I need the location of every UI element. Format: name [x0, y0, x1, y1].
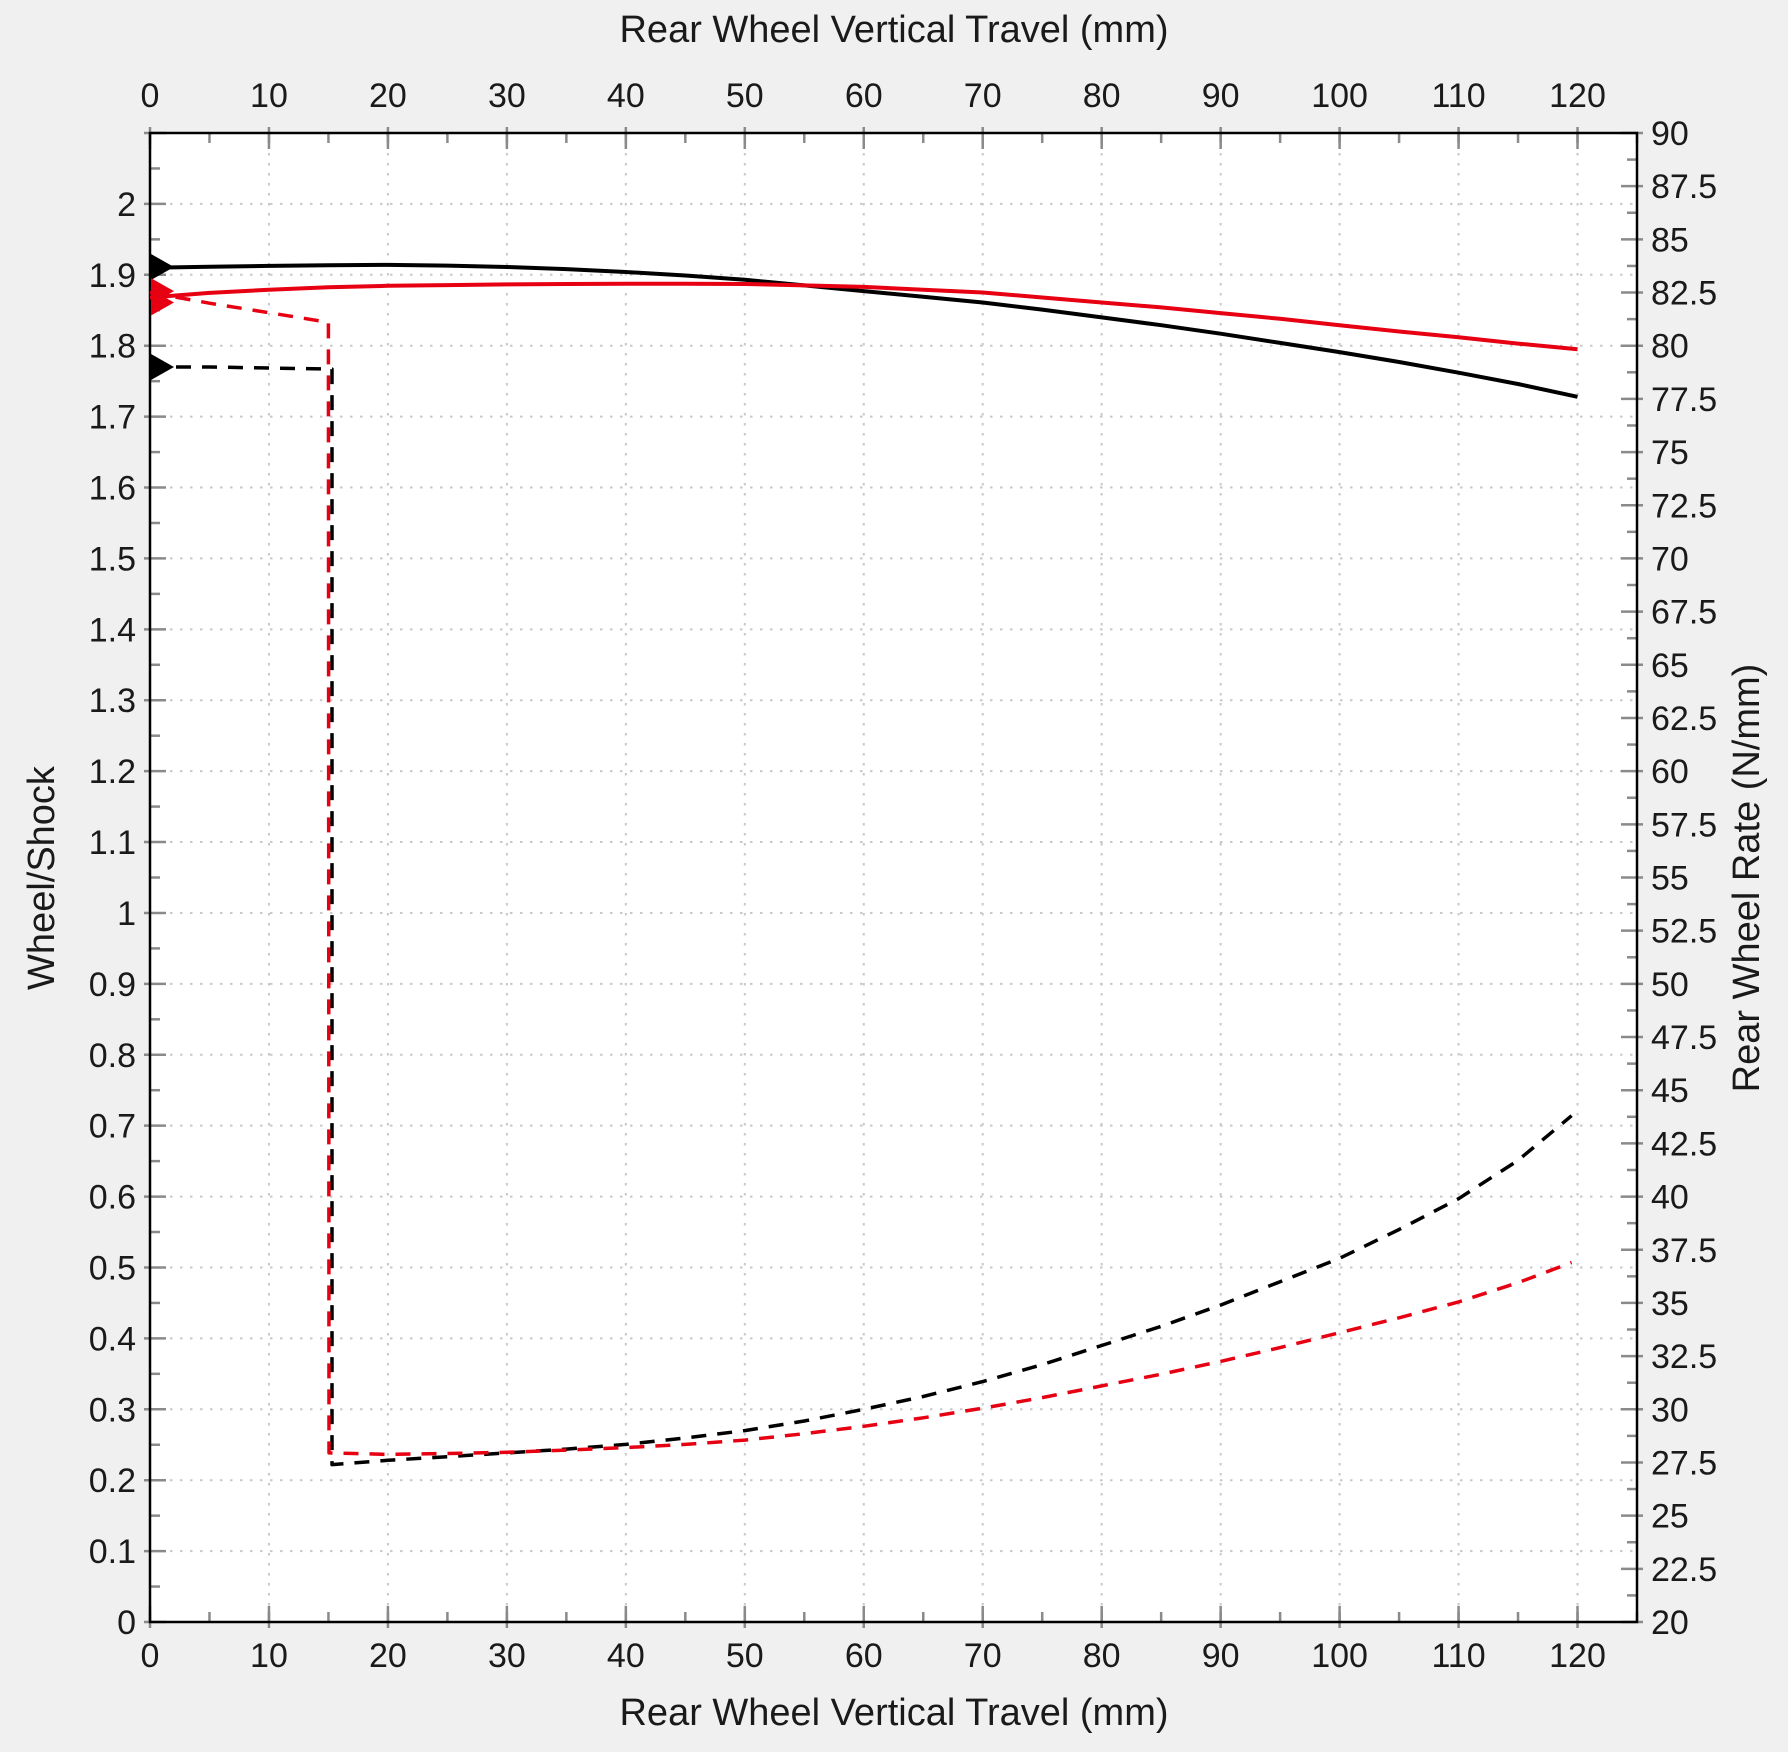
right-y-tick-label: 35: [1651, 1285, 1689, 1323]
series-wheel-shock-ratio-black: [149, 262, 1578, 399]
left-y-tick-label: 1.4: [89, 611, 136, 649]
left-y-tick-label: 1.2: [89, 753, 136, 791]
right-y-tick-label: 40: [1651, 1179, 1689, 1217]
bottom-x-tick-label: 50: [726, 1637, 764, 1675]
bottom-x-tick-label: 30: [488, 1637, 526, 1675]
left-y-tick-label: 0.5: [89, 1249, 136, 1287]
right-y-tick-label: 50: [1651, 966, 1689, 1004]
left-y-tick-label: 0.3: [89, 1391, 136, 1429]
left-y-tick-label: 2: [117, 186, 136, 224]
top-x-tick-label: 20: [369, 77, 407, 115]
right-y-tick-label: 22.5: [1651, 1551, 1717, 1589]
left-y-tick-label: 1.7: [89, 399, 136, 437]
left-y-tick-label: 0.6: [89, 1179, 136, 1217]
bottom-x-tick-label: 20: [369, 1637, 407, 1675]
right-y-tick-label: 70: [1651, 540, 1689, 578]
right-y-tick-label: 37.5: [1651, 1232, 1717, 1270]
plot-frame: [148, 131, 1639, 1624]
top-x-tick-label: 80: [1083, 77, 1121, 115]
left-y-tick-label: 1.8: [89, 328, 136, 366]
left-y-tick-label: 0.4: [89, 1320, 136, 1358]
right-y-tick-label: 80: [1651, 328, 1689, 366]
right-y-tick-label: 30: [1651, 1391, 1689, 1429]
right-y-tick-label: 47.5: [1651, 1019, 1717, 1057]
series-wheel-shock-ratio-red: [149, 281, 1578, 352]
right-y-tick-label: 45: [1651, 1072, 1689, 1110]
right-y-tick-label: 67.5: [1651, 594, 1717, 632]
left-y-tick-label: 0.2: [89, 1462, 136, 1500]
right-y-tick-label: 82.5: [1651, 275, 1717, 313]
right-axis-title: Rear Wheel Rate (N/mm): [1726, 663, 1768, 1093]
top-x-tick-label: 50: [726, 77, 764, 115]
right-y-tick-label: 20: [1651, 1604, 1689, 1642]
right-y-tick-label: 87.5: [1651, 168, 1717, 206]
right-y-tick-label: 57.5: [1651, 806, 1717, 844]
left-y-tick-label: 0.7: [89, 1108, 136, 1146]
bottom-x-tick-label: 0: [141, 1637, 160, 1675]
top-axis-title: Rear Wheel Vertical Travel (mm): [619, 9, 1169, 51]
right-y-tick-label: 55: [1651, 860, 1689, 898]
right-y-tick-label: 90: [1651, 115, 1689, 153]
top-x-tick-label: 120: [1549, 77, 1606, 115]
right-y-tick-label: 77.5: [1651, 381, 1717, 419]
bottom-x-tick-label: 100: [1311, 1637, 1368, 1675]
series-rear-wheel-rate-red: [149, 290, 1573, 1457]
bottom-x-tick-label: 90: [1202, 1637, 1240, 1675]
top-x-tick-label: 0: [141, 77, 160, 115]
left-y-tick-label: 0: [117, 1604, 136, 1642]
top-x-tick-label: 70: [964, 77, 1002, 115]
plot-area: [150, 133, 1637, 1622]
left-y-tick-label: 1.3: [89, 682, 136, 720]
left-y-tick-label: 1.6: [89, 470, 136, 508]
bottom-x-tick-label: 40: [607, 1637, 645, 1675]
bottom-x-tick-label: 120: [1549, 1637, 1606, 1675]
right-y-tick-label: 60: [1651, 753, 1689, 791]
left-y-tick-label: 0.8: [89, 1037, 136, 1075]
right-y-tick-label: 62.5: [1651, 700, 1717, 738]
left-y-tick-label: 1.9: [89, 257, 136, 295]
series-rear-wheel-rate-black: [150, 365, 1573, 1467]
top-x-tick-label: 40: [607, 77, 645, 115]
left-axis-title: Wheel/Shock: [21, 766, 63, 990]
top-x-tick-label: 100: [1311, 77, 1368, 115]
right-y-tick-label: 85: [1651, 221, 1689, 259]
bottom-x-tick-label: 10: [250, 1637, 288, 1675]
top-x-tick-label: 110: [1431, 77, 1485, 115]
left-y-tick-label: 0.9: [89, 966, 136, 1004]
bottom-axis-title: Rear Wheel Vertical Travel (mm): [619, 1692, 1169, 1734]
left-y-tick-label: 1.1: [89, 824, 136, 862]
right-y-tick-label: 75: [1651, 434, 1689, 472]
start-arrow-black-dashed: [151, 353, 174, 380]
left-y-tick-label: 1: [117, 895, 136, 933]
start-arrow-black-solid: [151, 254, 174, 281]
bottom-x-tick-label: 110: [1431, 1637, 1485, 1675]
right-y-tick-label: 25: [1651, 1498, 1689, 1536]
right-y-tick-label: 65: [1651, 647, 1689, 685]
left-y-tick-label: 0.1: [89, 1533, 136, 1571]
top-x-tick-label: 90: [1202, 77, 1240, 115]
top-x-tick-label: 30: [488, 77, 526, 115]
right-y-tick-label: 42.5: [1651, 1125, 1717, 1163]
left-y-tick-label: 1.5: [89, 540, 136, 578]
right-y-tick-label: 32.5: [1651, 1338, 1717, 1376]
bottom-x-tick-label: 80: [1083, 1637, 1121, 1675]
right-y-tick-label: 27.5: [1651, 1444, 1717, 1482]
top-x-tick-label: 60: [845, 77, 883, 115]
start-arrow-red-dashed: [151, 289, 174, 316]
bottom-x-tick-label: 70: [964, 1637, 1002, 1675]
top-x-tick-label: 10: [250, 77, 288, 115]
bottom-x-tick-label: 60: [845, 1637, 883, 1675]
right-y-tick-label: 52.5: [1651, 913, 1717, 951]
right-y-tick-label: 72.5: [1651, 487, 1717, 525]
